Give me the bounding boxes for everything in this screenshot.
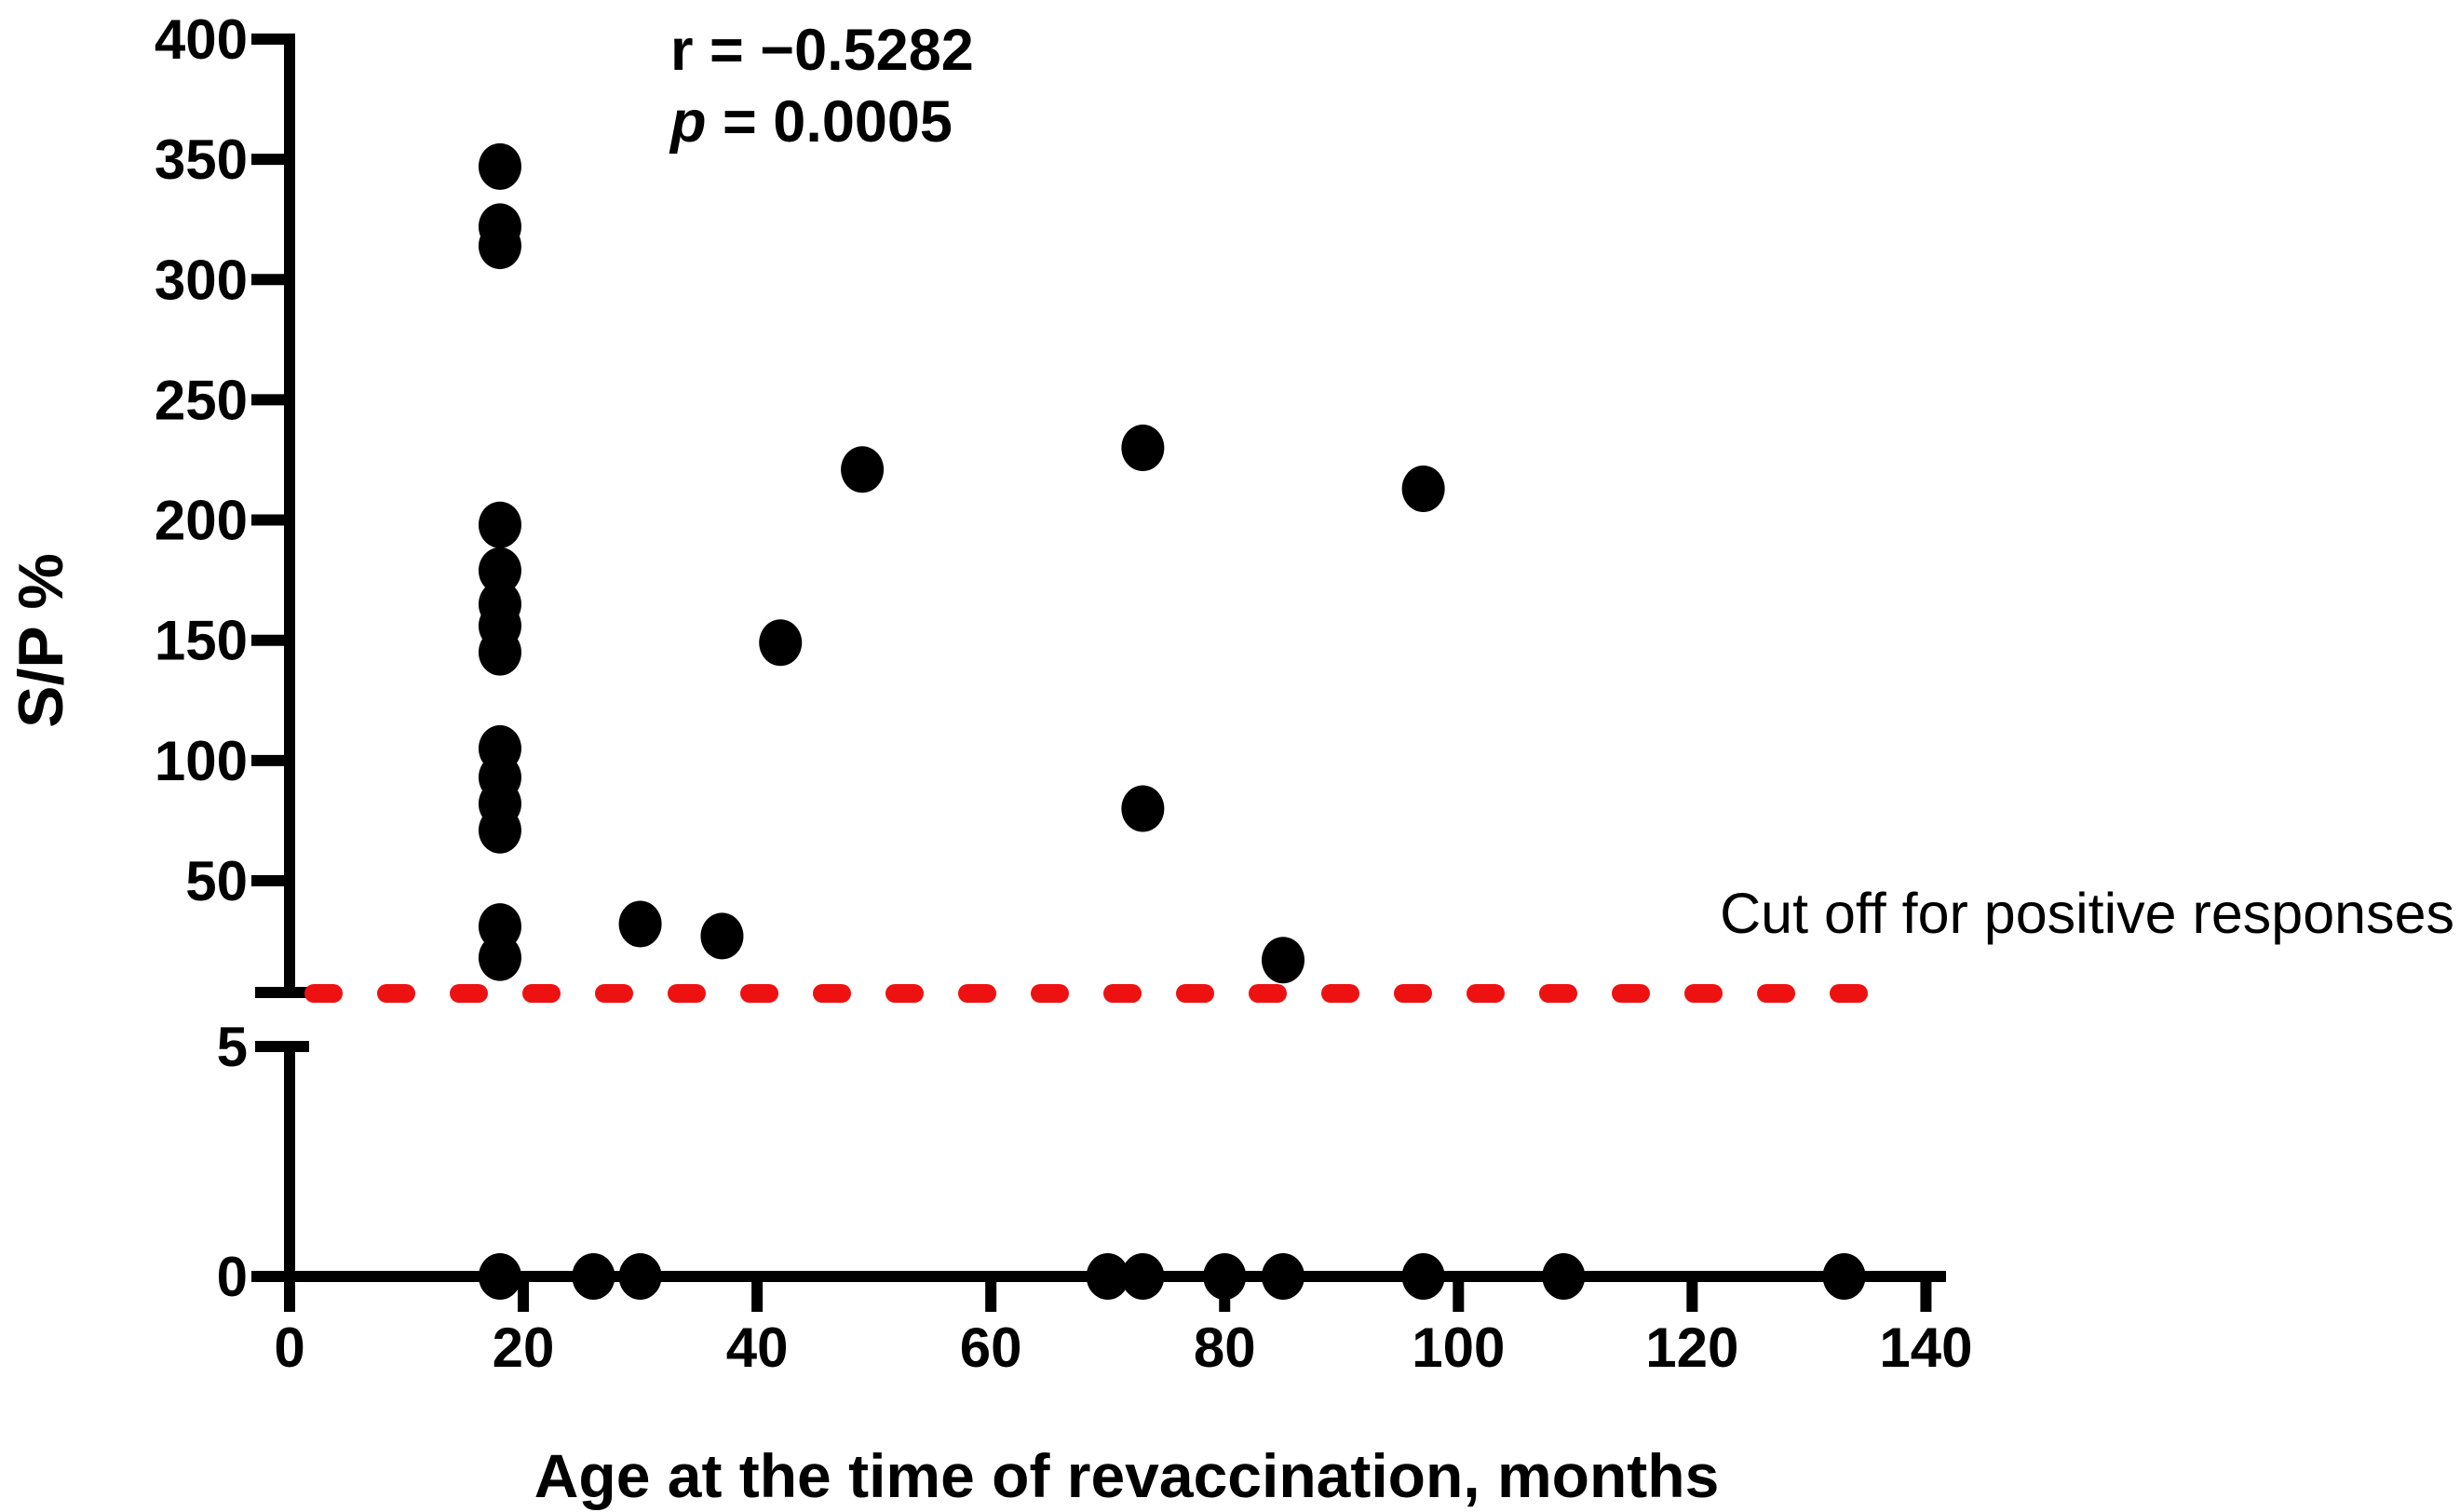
cutoff-dash — [1176, 984, 1214, 1003]
x-tick-label: 60 — [960, 1316, 1022, 1379]
y-axis-title: S/P % — [6, 553, 76, 728]
y-tick-label: 50 — [185, 850, 248, 912]
cutoff-dash — [1612, 984, 1650, 1003]
cutoff-dash — [595, 984, 633, 1003]
data-point — [1542, 1253, 1586, 1300]
cutoff-dash — [813, 984, 851, 1003]
data-point — [1262, 937, 1305, 984]
y-tick-label: 250 — [155, 369, 248, 431]
y-tick-label: 100 — [155, 730, 248, 792]
x-tick-label: 100 — [1412, 1316, 1505, 1379]
y-tick-label: 350 — [155, 128, 248, 191]
x-axis-title: Age at the time of revaccination, months — [534, 1441, 1720, 1510]
cutoff-dash — [668, 984, 706, 1003]
p-symbol: p — [670, 89, 707, 155]
y-tick-label: 5 — [217, 1016, 248, 1078]
data-point — [478, 501, 521, 548]
r-value-line: r = −0.5282 — [670, 18, 974, 83]
data-point — [478, 547, 521, 594]
data-point — [618, 900, 662, 948]
x-tick-label: 140 — [1879, 1316, 1972, 1379]
x-tick-label: 20 — [493, 1316, 555, 1379]
data-point — [700, 912, 744, 960]
x-tick-label: 80 — [1194, 1316, 1256, 1379]
data-point — [478, 628, 521, 676]
data-point — [1121, 425, 1165, 472]
data-point — [478, 934, 521, 981]
data-point — [618, 1253, 662, 1300]
p-value-line: p = 0.0005 — [670, 87, 974, 158]
cutoff-dash — [1467, 984, 1505, 1003]
cutoff-dash — [1684, 984, 1723, 1003]
data-point — [478, 806, 521, 854]
data-point — [478, 223, 521, 270]
x-tick-label: 120 — [1645, 1316, 1738, 1379]
data-point — [1121, 1253, 1165, 1300]
data-point — [1822, 1253, 1866, 1300]
cutoff-dash — [1249, 984, 1287, 1003]
cutoff-dash — [885, 984, 924, 1003]
cutoff-dash — [1757, 984, 1795, 1003]
y-tick-label: 300 — [155, 249, 248, 311]
data-point — [478, 1253, 521, 1300]
cutoff-dash — [1539, 984, 1577, 1003]
cutoff-dash — [1103, 984, 1142, 1003]
cutoff-dash — [522, 984, 561, 1003]
data-point — [572, 1253, 615, 1300]
p-value-text: = 0.0005 — [706, 89, 953, 155]
cutoff-dash — [1321, 984, 1359, 1003]
y-tick-label: 150 — [155, 610, 248, 672]
cutoff-dash — [740, 984, 778, 1003]
cutoff-label: Cut off for positive responses — [1720, 882, 2454, 945]
data-point — [841, 446, 885, 493]
cutoff-dash — [304, 984, 343, 1003]
cutoff-dash — [1830, 984, 1868, 1003]
cutoff-dash — [450, 984, 488, 1003]
x-tick-label: 40 — [726, 1316, 789, 1379]
correlation-annotation: r = −0.5282 p = 0.0005 — [670, 15, 974, 158]
data-point — [1203, 1253, 1247, 1300]
cutoff-dash — [377, 984, 415, 1003]
cutoff-dash — [958, 984, 996, 1003]
y-tick-label: 400 — [155, 8, 248, 71]
data-point — [478, 142, 521, 190]
y-tick-label: 200 — [155, 490, 248, 552]
data-point — [1401, 465, 1445, 512]
y-tick-label: 0 — [217, 1246, 248, 1308]
data-point — [759, 619, 803, 667]
x-tick-label: 0 — [274, 1316, 304, 1379]
data-point — [1401, 1253, 1445, 1300]
cutoff-dash — [1031, 984, 1069, 1003]
data-point — [1086, 1253, 1129, 1300]
cutoff-dash — [1394, 984, 1432, 1003]
data-point — [1121, 785, 1165, 832]
data-point — [1262, 1253, 1305, 1300]
